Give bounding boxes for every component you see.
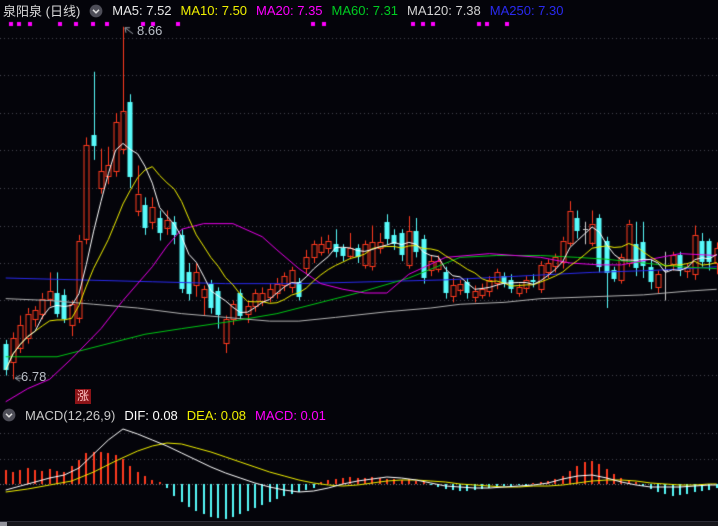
macd-header: MACD(12,26,9) DIF: 0.08 DEA: 0.08 MACD: …	[0, 406, 326, 424]
panel-resize-grip[interactable]	[0, 522, 7, 526]
macd-params-label[interactable]: MACD(12,26,9)	[25, 407, 116, 423]
ma20-readout: MA20: 7.35	[256, 3, 323, 18]
ma60-readout: MA60: 7.31	[331, 3, 399, 18]
low-price-label: 6.78	[21, 369, 47, 384]
ma10-readout: MA10: 7.50	[180, 3, 248, 18]
price-rise-badge: 涨	[75, 389, 91, 404]
main-chart-header: 泉阳泉 (日线) MA5: 7.52 MA10: 7.50 MA20: 7.35…	[0, 0, 563, 21]
bottom-strip	[0, 521, 718, 526]
stock-title[interactable]: 泉阳泉 (日线)	[3, 4, 81, 19]
macd-readout: MACD: 0.01	[255, 407, 326, 423]
collapse-macd-icon[interactable]	[2, 408, 16, 422]
dea-readout: DEA: 0.08	[186, 407, 247, 423]
ma250-readout: MA250: 7.30	[489, 3, 564, 18]
ma120-readout: MA120: 7.38	[407, 3, 481, 18]
dif-readout: DIF: 0.08	[124, 407, 178, 423]
high-price-label: 8.66	[137, 23, 163, 38]
ma5-readout: MA5: 7.52	[112, 3, 172, 18]
collapse-main-chart-icon[interactable]	[89, 4, 103, 18]
